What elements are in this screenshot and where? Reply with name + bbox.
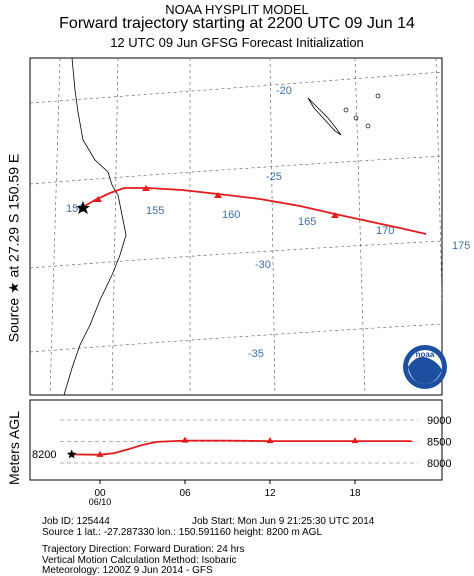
trajectory-marker <box>142 185 150 191</box>
height-marker <box>181 436 189 443</box>
job-start: Job Start: Mon Jun 9 21:25:30 UTC 2014 <box>192 516 375 527</box>
map-frame <box>29 57 443 396</box>
title-trajectory: Forward trajectory starting at 2200 UTC … <box>59 15 415 32</box>
lon-label-165: 165 <box>298 216 316 228</box>
job-id: Job ID: 125444 <box>42 516 110 527</box>
lon-label-170: 170 <box>376 225 394 237</box>
title-initialization: 12 UTC 09 Jun GFSG Forecast Initializati… <box>110 35 364 50</box>
date-label: 06/10 <box>89 497 112 507</box>
svg-text:noaa: noaa <box>416 350 435 359</box>
time-tick-label: 18 <box>349 488 361 499</box>
lat-label-25: -25 <box>266 171 282 183</box>
height-marker <box>96 450 104 457</box>
island <box>353 115 359 121</box>
source-info: Source 1 lat.: -27.287330 lon.: 150.5911… <box>42 527 323 538</box>
trajectory-marker <box>214 192 222 198</box>
lon-label-175: 175 <box>452 240 470 252</box>
trajectory-marker <box>331 212 339 218</box>
coastline <box>63 57 127 396</box>
lat-label-20: -20 <box>276 85 292 97</box>
trajectory-direction: Trajectory Direction: Forward Duration: … <box>42 544 245 555</box>
island <box>365 123 371 129</box>
lon-label-160: 160 <box>222 209 240 221</box>
graticule <box>29 57 443 396</box>
start-height-label: 8200 <box>32 449 56 461</box>
island <box>375 93 381 99</box>
source-star-icon <box>76 201 90 214</box>
height-tick-8000: 8000 <box>427 458 451 470</box>
trajectory-marker <box>94 196 102 202</box>
noaa-logo: noaa <box>403 345 447 389</box>
time-tick-label: 12 <box>264 488 276 499</box>
height-marker <box>351 437 359 444</box>
island <box>343 107 349 113</box>
time-tick-label: 06 <box>179 488 191 499</box>
trajectory-line <box>82 187 427 235</box>
time-tick-label: 00 <box>94 488 106 499</box>
lat-label-35: -35 <box>248 348 264 360</box>
lon-label-155: 155 <box>146 205 164 217</box>
height-tick-9000: 9000 <box>427 415 451 427</box>
height-tick-8500: 8500 <box>427 437 451 449</box>
height-chart-frame <box>29 399 443 481</box>
vertical-motion: Vertical Motion Calculation Method: Isob… <box>42 555 237 566</box>
meteorology: Meteorology: 1200Z 9 Jun 2014 - GFS <box>42 565 213 576</box>
height-source-star-icon <box>66 449 77 459</box>
height-marker <box>266 437 274 444</box>
height-line <box>71 439 412 456</box>
title-model: NOAA HYSPLIT MODEL <box>165 2 309 17</box>
island-new-caledonia <box>307 97 342 136</box>
lat-label-30: -30 <box>255 259 271 271</box>
